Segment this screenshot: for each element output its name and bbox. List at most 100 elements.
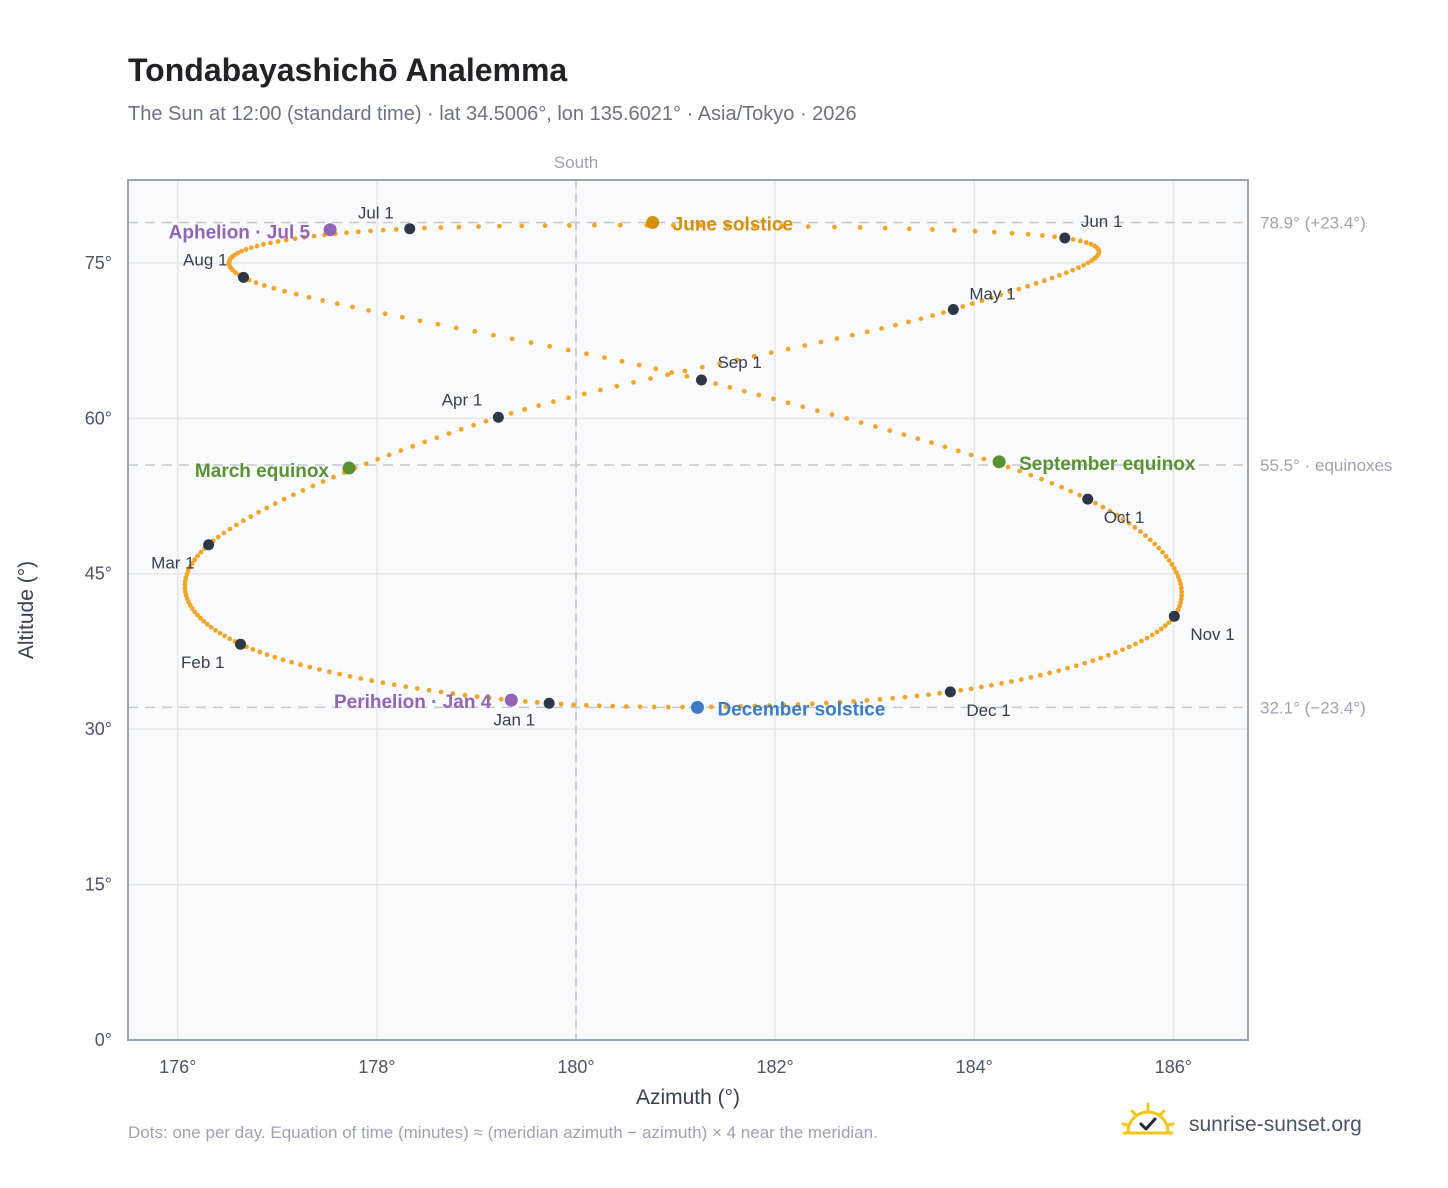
daily-dot — [281, 496, 287, 502]
axis-ticks: 176° 178° 180° 182° 184° 186° 0° 15° 30° 45° 60° 75… — [85, 253, 1192, 1077]
daily-dot — [1063, 270, 1069, 276]
y-axis-title: Altitude (°) — [15, 561, 38, 659]
daily-dot — [741, 388, 747, 394]
daily-dot — [858, 420, 864, 425]
daily-dot — [1041, 278, 1047, 284]
daily-dot — [989, 682, 994, 688]
daily-dot — [292, 236, 298, 242]
footnote: Dots: one per day. Equation of time (min… — [128, 1123, 878, 1142]
daily-dot — [458, 426, 464, 432]
sun-check-icon — [1121, 1102, 1175, 1135]
event-markers: June solstice December solstice March equi… — [169, 214, 1196, 720]
daily-dot — [1039, 233, 1045, 238]
daily-dot — [291, 492, 296, 498]
daily-dot — [261, 282, 267, 288]
brand-logo[interactable]: sunrise-sunset.org — [1120, 1102, 1400, 1146]
daily-dot — [366, 307, 371, 313]
daily-dot — [1177, 577, 1182, 583]
event-marker — [992, 455, 1006, 469]
daily-dot — [1039, 476, 1044, 482]
daily-dot — [185, 568, 191, 574]
x-tick-label: 184° — [956, 1057, 993, 1077]
daily-dot — [1037, 672, 1043, 678]
daily-dot — [393, 226, 399, 232]
daily-dot — [264, 505, 270, 511]
daily-dot — [785, 346, 791, 352]
daily-dot — [421, 225, 427, 231]
y-tick-label: 60° — [85, 408, 112, 428]
month-marker — [404, 223, 416, 235]
daily-dot — [453, 325, 459, 331]
daily-dot — [930, 313, 936, 319]
daily-dot — [752, 223, 758, 229]
daily-dot — [1179, 589, 1185, 595]
y-tick-label: 15° — [85, 875, 112, 895]
daily-dot — [215, 534, 221, 540]
daily-dot — [723, 704, 729, 710]
month-marker-label: Jan 1 — [494, 710, 536, 729]
daily-dot — [522, 699, 528, 704]
daily-dot — [380, 227, 386, 233]
daily-dot — [680, 704, 685, 710]
daily-dot — [221, 530, 227, 536]
daily-dot — [298, 662, 303, 668]
daily-dot — [1057, 272, 1062, 278]
daily-dot — [1081, 262, 1087, 268]
daily-dot — [268, 240, 273, 246]
daily-dot — [472, 329, 478, 334]
daily-dot — [901, 432, 907, 438]
daily-dot — [857, 225, 863, 230]
daily-dot — [1047, 670, 1053, 676]
daily-dot — [519, 223, 525, 229]
daily-dot — [829, 412, 835, 417]
reference-line-label: 32.1° (−23.4°) — [1260, 698, 1366, 717]
daily-dot — [623, 704, 629, 709]
daily-dot — [456, 224, 462, 230]
month-marker — [1082, 493, 1094, 505]
daily-dot — [536, 403, 542, 408]
daily-dot — [725, 223, 730, 228]
daily-dot — [665, 372, 671, 378]
daily-dot — [234, 522, 239, 528]
daily-dot — [902, 694, 908, 700]
event-marker — [646, 215, 660, 229]
month-marker — [237, 271, 249, 283]
daily-dot — [929, 440, 934, 446]
daily-dot — [1005, 464, 1011, 470]
daily-dot — [239, 248, 244, 254]
daily-dot — [1070, 237, 1076, 242]
daily-dot — [289, 659, 294, 665]
daily-dot — [873, 424, 878, 429]
daily-dot — [1158, 626, 1164, 632]
daily-dot — [1088, 241, 1094, 247]
daily-dot — [1059, 484, 1064, 490]
y-tick-label: 0° — [95, 1030, 112, 1050]
daily-dot — [1025, 283, 1031, 289]
daily-dot — [665, 704, 671, 710]
daily-dot — [1085, 260, 1091, 266]
month-marker — [492, 411, 504, 423]
daily-dot — [785, 400, 791, 406]
daily-dot — [293, 291, 299, 297]
x-tick-label: 176° — [159, 1057, 196, 1077]
daily-dot — [386, 452, 392, 458]
month-marker-label: Dec 1 — [966, 701, 1010, 720]
daily-dot — [1113, 650, 1118, 655]
daily-dot — [272, 501, 278, 506]
daily-dot — [282, 288, 287, 294]
daily-dot — [233, 270, 238, 275]
daily-dot — [951, 227, 957, 233]
daily-dot — [914, 693, 920, 699]
daily-dot — [864, 697, 870, 703]
daily-dot — [699, 364, 705, 370]
reference-line-label: 55.5° · equinoxes — [1260, 456, 1393, 475]
event-marker — [690, 700, 704, 714]
daily-dot — [534, 700, 540, 705]
daily-dot — [1052, 234, 1058, 240]
daily-dot — [380, 680, 386, 686]
daily-dot — [1018, 677, 1024, 682]
daily-dot — [887, 428, 893, 433]
daily-dot — [363, 461, 369, 467]
month-marker-label: Apr 1 — [442, 390, 483, 409]
daily-dot — [802, 343, 808, 348]
